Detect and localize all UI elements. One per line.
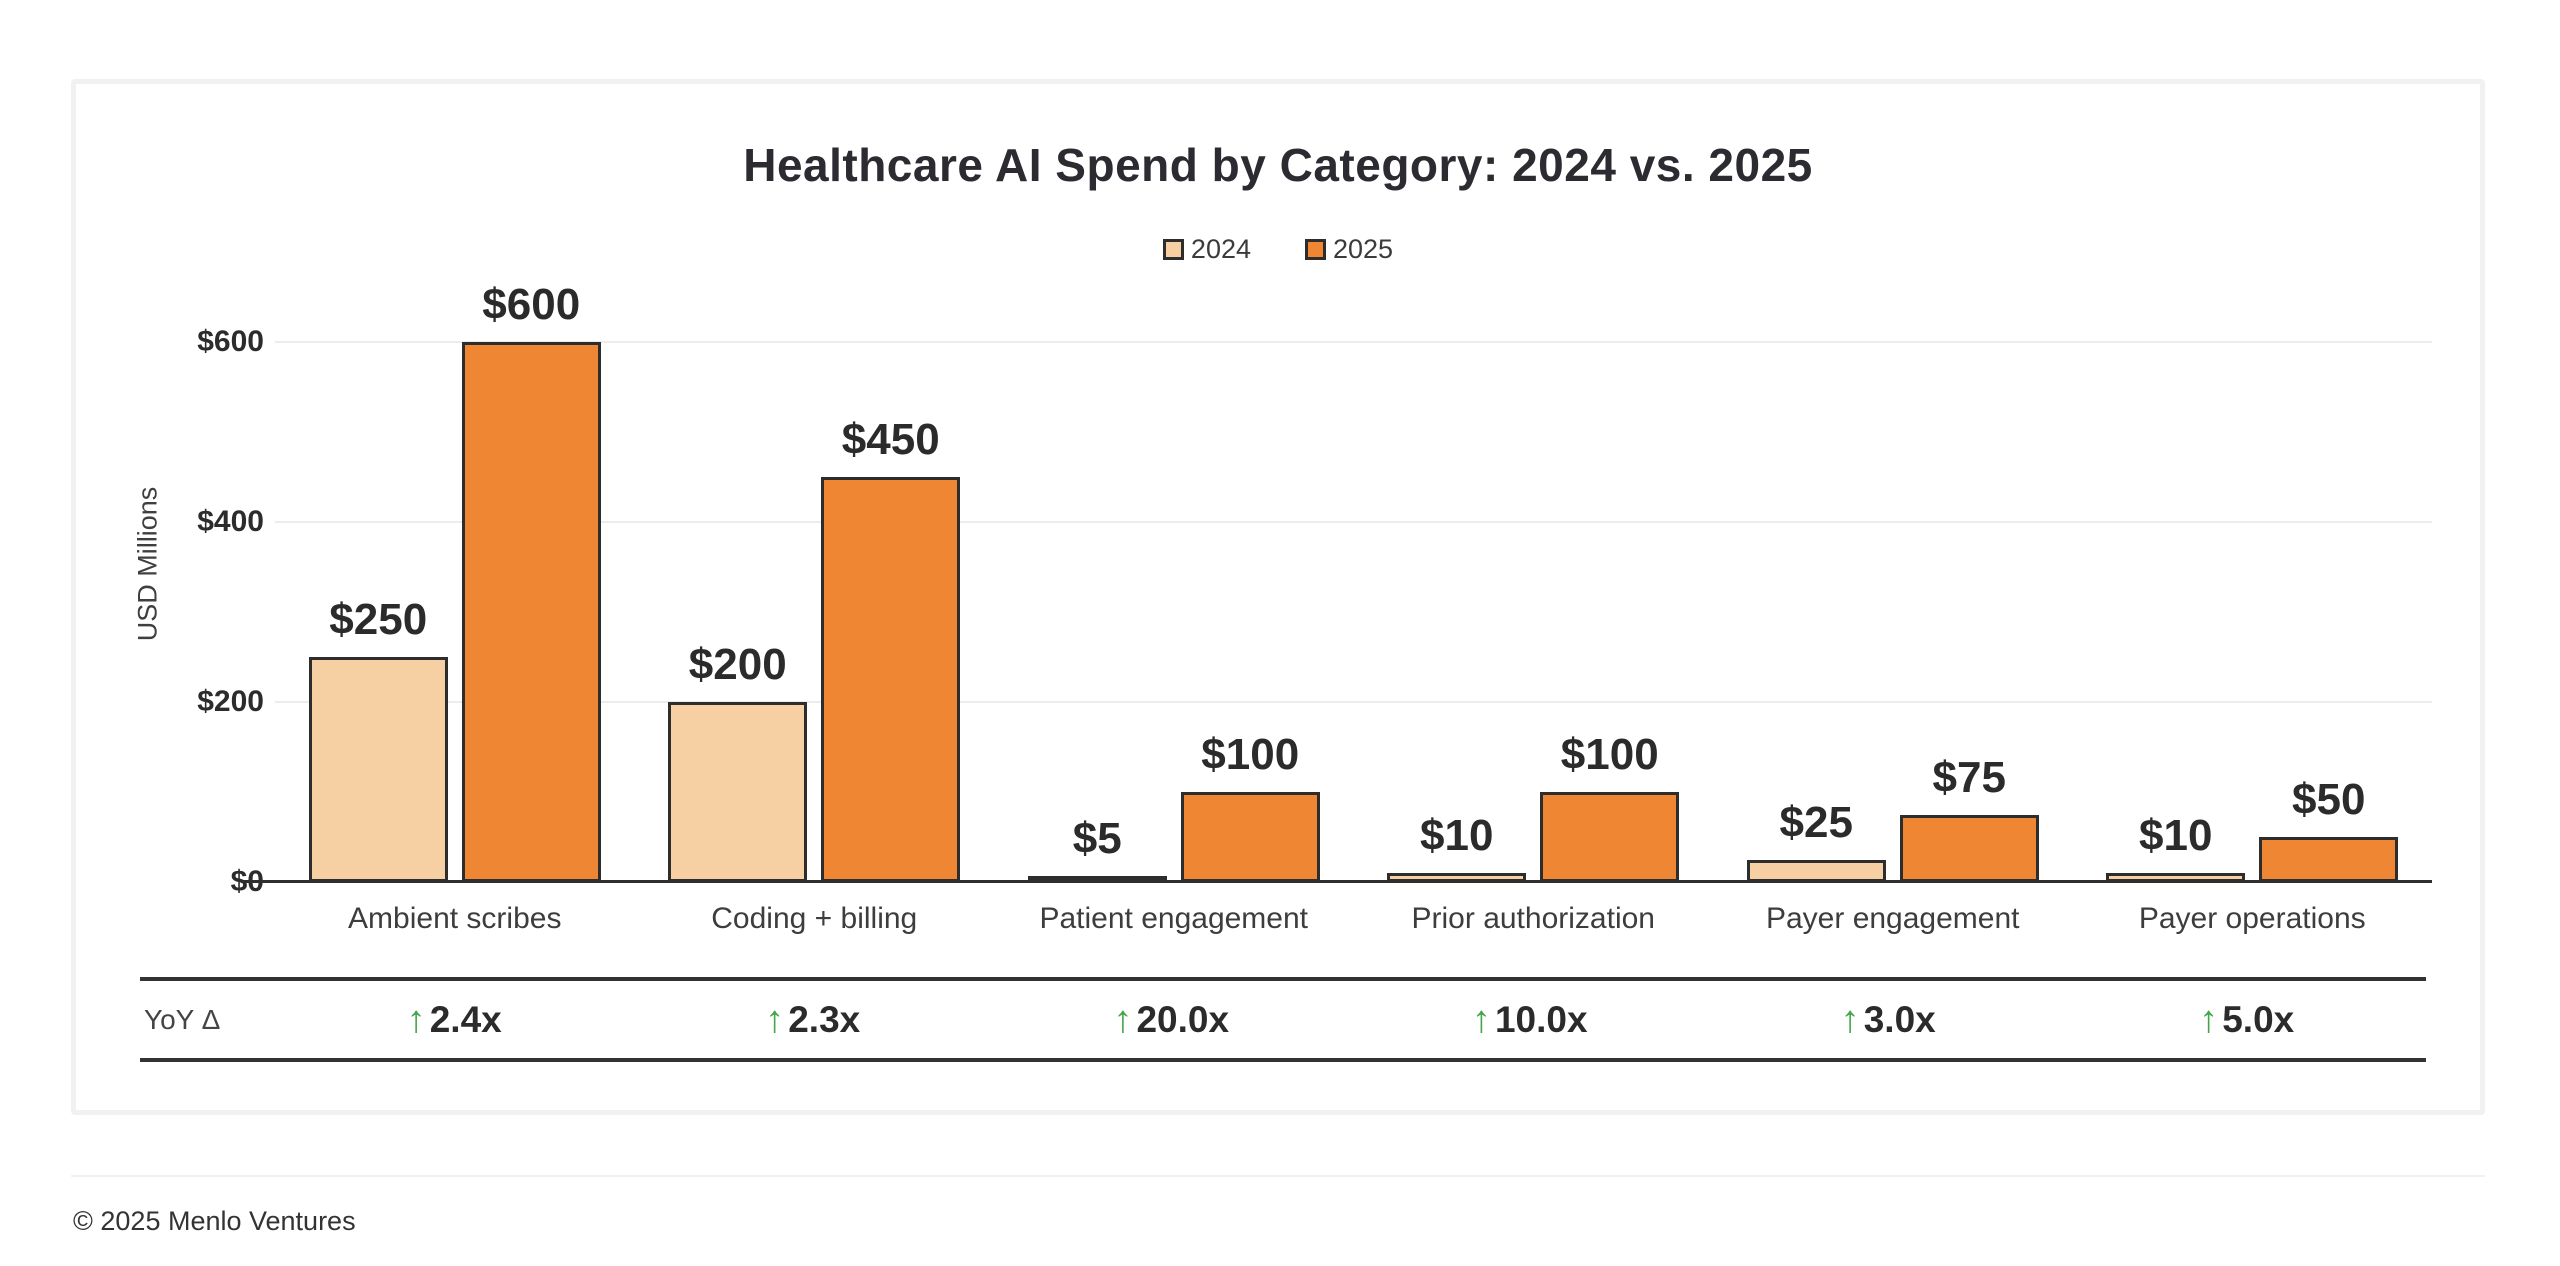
y-tick-$0: $0 [230,865,264,898]
bar-col-2025: $75 [1899,752,2039,882]
plot-area: $250 $600 $200 $450 $5 $100 $10 $100 $25 $75 $10 $5… [241,280,2433,883]
bar-2025 [1180,792,1320,882]
yoy-value: 3.0x [1863,998,1936,1040]
bar-value-label-2025: $600 [482,280,581,329]
bar-value-label-2024: $10 [2139,811,2213,860]
bar-col-2025: $100 [1540,730,1680,882]
footer-divider [71,1175,2485,1177]
legend-item-2024: 2024 [1162,234,1251,265]
yoy-value: 10.0x [1494,998,1588,1040]
y-tick-$200: $200 [197,685,264,718]
bar-col-2024: $200 [668,640,808,882]
yoy-cell-4: ↑ 10.0x [1351,981,1710,1058]
bar-group-4: $10 $100 [1354,285,1714,882]
legend-item-2025: 2025 [1305,234,1393,265]
bar-2025 [1899,814,2039,882]
footer-copyright: © 2025 Menlo Ventures [73,1206,356,1236]
up-arrow-icon: ↑ [1471,998,1491,1041]
bar-value-label-2025: $75 [1932,752,2006,802]
category-label-1: Ambient scribes [348,902,562,935]
bar-value-label-2024: $5 [1072,814,1122,863]
bar-col-2025: $600 [461,280,601,882]
bar-2025 [1540,792,1680,882]
up-arrow-icon: ↑ [2199,998,2219,1041]
y-tick-$400: $400 [197,505,264,538]
bar-2025 [2259,837,2399,882]
up-arrow-icon: ↑ [1113,998,1133,1041]
gridline-$600 [275,341,2432,343]
yoy-row-label: YoY Δ [144,1003,221,1035]
gridline-$200 [275,701,2432,703]
up-arrow-icon: ↑ [765,998,785,1041]
x-axis-line [241,880,2432,883]
yoy-cell-3: ↑ 20.0x [992,981,1351,1058]
bar-col-2025: $450 [821,415,961,882]
bar-value-label-2024: $25 [1779,797,1853,847]
up-arrow-icon: ↑ [406,998,426,1041]
bar-group-6: $10 $50 [2073,285,2433,882]
legend-swatch-2025 [1305,239,1326,260]
yoy-cell-1: ↑ 2.4x [275,981,634,1058]
bar-groups: $250 $600 $200 $450 $5 $100 $10 $100 $25 $75 $10 $5… [275,280,2433,882]
yoy-value: 2.3x [788,998,861,1040]
yoy-cells: ↑ 2.4x ↑ 2.3x ↑ 20.0x ↑ 10.0x ↑ 3.0x ↑ 5.0x [275,981,2426,1058]
category-label-6: Payer operations [2138,902,2366,935]
bar-col-2024: $250 [308,595,448,882]
bar-value-label-2024: $10 [1420,811,1494,860]
legend: 2024 2025 [76,234,2480,265]
chart-title: Healthcare AI Spend by Category: 2024 vs… [743,139,1813,191]
category-label-3: Patient engagement [1039,902,1309,935]
bar-2024 [1746,859,1886,882]
bar-col-2025: $100 [1180,730,1320,882]
bar-group-2: $200 $450 [635,285,995,882]
up-arrow-icon: ↑ [1840,998,1860,1041]
bar-col-2024: $5 [1027,814,1167,882]
category-axis: Ambient scribes Coding + billing Patient e… [275,902,2432,936]
bar-2024 [308,657,448,882]
bar-value-label-2025: $50 [2292,775,2366,824]
legend-swatch-2024 [1162,239,1184,260]
bar-group-5: $25 $75 [1713,285,2073,882]
bar-value-label-2024: $250 [329,595,428,644]
bar-value-label-2025: $450 [841,415,940,464]
bar-col-2025: $50 [2259,775,2399,882]
bar-value-label-2025: $100 [1201,730,1300,779]
yoy-cell-6: ↑ 5.0x [2068,981,2427,1058]
bar-col-2024: $10 [2106,811,2246,882]
legend-label-2025: 2025 [1333,234,1394,264]
bar-2025 [821,477,961,882]
bar-col-2024: $25 [1746,797,1886,882]
legend-label-2024: 2024 [1190,234,1251,264]
category-label-5: Payer engagement [1765,902,2020,935]
category-label-2: Coding + billing [711,902,918,935]
bar-col-2024: $10 [1387,811,1527,882]
bar-value-label-2024: $200 [688,640,787,689]
bar-group-1: $250 $600 [275,280,635,882]
bar-value-label-2025: $100 [1560,730,1659,779]
y-tick-$600: $600 [197,325,264,358]
yoy-cell-2: ↑ 2.3x [634,981,993,1058]
category-label-4: Prior authorization [1411,902,1655,935]
yoy-value: 20.0x [1136,998,1230,1040]
bar-2024 [668,702,808,882]
bar-group-3: $5 $100 [994,285,1354,882]
yoy-value: 5.0x [2222,998,2295,1040]
chart-card: Healthcare AI Spend by Category: 2024 vs… [71,79,2485,1115]
gridline-$400 [275,521,2432,523]
bar-2025 [461,342,601,882]
yoy-cell-5: ↑ 3.0x [1709,981,2068,1058]
yoy-table: YoY Δ ↑ 2.4x ↑ 2.3x ↑ 20.0x ↑ 10.0x ↑ 3.0x ↑ 5.0x [140,977,2426,1062]
yoy-value: 2.4x [429,998,502,1040]
